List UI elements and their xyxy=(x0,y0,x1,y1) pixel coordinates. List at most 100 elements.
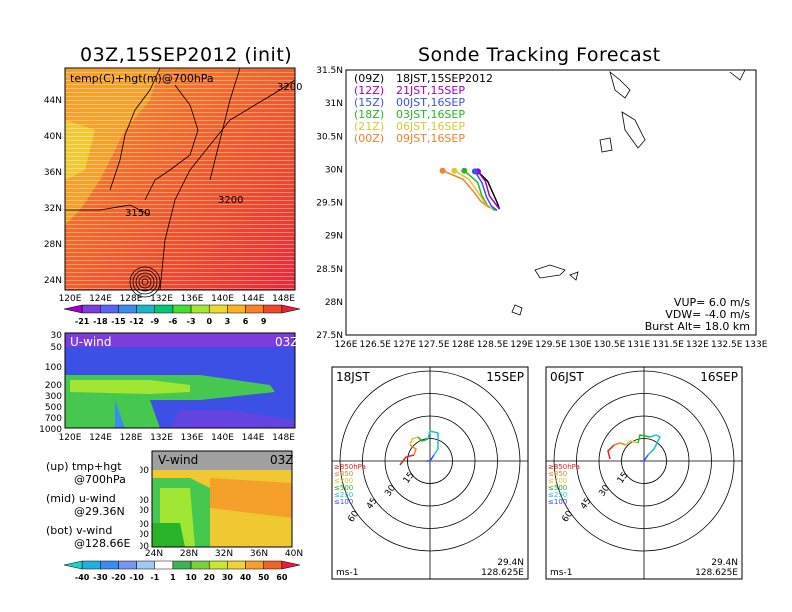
legend-utc: (15Z) xyxy=(354,96,384,109)
colorbar-swatch xyxy=(227,560,246,570)
colorbar-label: -12 xyxy=(129,317,143,326)
colorbar-swatch xyxy=(263,560,283,570)
contour-label: 3150 xyxy=(125,208,150,219)
legend-utc: (12Z) xyxy=(354,84,384,97)
lon-tick-label: 132E xyxy=(150,433,173,443)
pressure-tick-label: 100 xyxy=(140,466,149,476)
pressure-tick-label: 200 xyxy=(45,381,62,391)
legend-jst: 18JST,15SEP2012 xyxy=(396,72,493,85)
colorbar-label: -40 xyxy=(75,573,90,582)
track-line xyxy=(477,170,501,210)
lat-tick-label: 32N xyxy=(215,549,233,559)
hodograph-lon: 128.625E xyxy=(695,568,738,578)
lon-tick-label: 136E xyxy=(181,433,204,443)
legend-jst: 09JST,16SEP xyxy=(396,132,465,145)
lon-tick-label: 126E xyxy=(335,340,358,350)
colorbar-swatch xyxy=(63,304,83,314)
colorbar-swatch xyxy=(172,304,192,314)
lat-tick-label: 24N xyxy=(145,549,163,559)
lon-tick-label: 144E xyxy=(242,433,265,443)
legend-utc: (18Z) xyxy=(354,108,384,121)
lon-tick-label: 127E xyxy=(393,340,416,350)
lon-tick-label: 128.5E xyxy=(477,340,509,350)
colorbar-label: 40 xyxy=(240,573,252,582)
track-title: Sonde Tracking Forecast xyxy=(418,44,661,66)
colorbar-swatch xyxy=(208,560,228,570)
wind-colorbar: -40 -30 -20 -10 -1 1 10 20 30 40 50 60 xyxy=(63,560,301,582)
lon-tick-label: 129E xyxy=(510,340,533,350)
hodograph-lon: 128.625E xyxy=(481,568,524,578)
hodograph-trace xyxy=(417,436,429,442)
lat-tick-label: 36N xyxy=(250,549,268,559)
track-line xyxy=(442,170,490,209)
hodograph-trace xyxy=(607,444,615,460)
level-label: ≤500 xyxy=(548,484,567,492)
lat-tick-label: 30N xyxy=(325,165,343,175)
lat-tick-label: 36N xyxy=(44,168,62,178)
colorbar-swatch xyxy=(227,304,246,314)
colorbar-label: -21 xyxy=(75,317,90,326)
lon-tick-label: 128E xyxy=(120,294,143,304)
left-title: 03Z,15SEP2012 (init) xyxy=(80,44,293,66)
legend-jst: 03JST,16SEP xyxy=(396,108,465,121)
pressure-tick-label: 1000 xyxy=(39,425,62,435)
level-label: ≤250 xyxy=(548,491,567,499)
lon-tick-label: 132E xyxy=(150,294,173,304)
colorbar-swatch xyxy=(263,304,283,314)
colorbar-label: 9 xyxy=(261,317,267,326)
lat-tick-label: 27.5N xyxy=(316,331,343,341)
colorbar-swatch xyxy=(81,560,101,570)
colorbar-swatch xyxy=(245,560,264,570)
level-label: ≥850hPa xyxy=(334,463,366,471)
lat-tick-label: 29.5N xyxy=(316,199,343,209)
colorbar-label: -18 xyxy=(93,317,108,326)
track-end-point xyxy=(471,168,478,175)
hodograph-trace xyxy=(613,442,627,446)
colorbar-label: 3 xyxy=(225,317,231,326)
lat-tick-label: 40N xyxy=(285,549,303,559)
colorbar-label: 0 xyxy=(206,317,212,326)
hodograph-time: 06JST xyxy=(550,370,584,384)
note-mid: (mid) u-wind @29.36N xyxy=(46,492,125,518)
lat-tick-label: 28N xyxy=(180,549,198,559)
pressure-tick-label: 100 xyxy=(45,363,62,373)
pressure-tick-label: 700 xyxy=(45,414,62,424)
lat-tick-label: 28.5N xyxy=(316,265,343,275)
track-end-point xyxy=(461,167,468,174)
colorbar-label: -10 xyxy=(129,573,144,582)
colorbar-label: -9 xyxy=(150,317,159,326)
lon-tick-label: 144E xyxy=(242,294,265,304)
hodograph-trace xyxy=(640,454,649,462)
hodograph-time: 18JST xyxy=(336,370,370,384)
contour-label: 3200 xyxy=(277,82,302,93)
v-wind-time: 03Z xyxy=(270,453,294,467)
pressure-tick-label: 1000 xyxy=(140,542,149,552)
hgt-contour xyxy=(159,79,296,291)
lon-tick-label: 148E xyxy=(272,433,295,443)
track-map: 31.5N 31N 30.5N 30N 29.5N 29N 28.5N 28N 27.5N 12… xyxy=(316,66,768,350)
colorbar-label: 20 xyxy=(204,573,216,582)
lon-tick-label: 124E xyxy=(89,433,112,443)
pressure-tick-label: 700 xyxy=(140,530,149,540)
lat-tick-label: 30.5N xyxy=(316,132,343,142)
pressure-tick-label: 200 xyxy=(140,496,149,506)
lat-tick-label: 31.5N xyxy=(316,66,343,76)
legend-jst: 06JST,16SEP xyxy=(396,120,465,133)
u-wind-time: 03Z xyxy=(275,335,299,349)
colorbar-swatch xyxy=(118,304,137,314)
level-label: ≤850 xyxy=(548,470,567,478)
colorbar-swatch xyxy=(281,560,301,570)
colorbar-swatch xyxy=(154,560,174,570)
colorbar-label: 30 xyxy=(222,573,234,582)
hodograph-date: 16SEP xyxy=(700,370,738,384)
svg-text:Burst Alt= 18.0 km: Burst Alt= 18.0 km xyxy=(645,320,750,333)
note-bot: (bot) v-wind @128.66E xyxy=(46,524,131,550)
lon-tick-label: 126.5E xyxy=(360,340,392,350)
lon-tick-label: 133E xyxy=(745,340,768,350)
lon-tick-label: 130E xyxy=(569,340,592,350)
pressure-tick-label: 50 xyxy=(51,343,63,353)
params: VUP= 6.0 m/s VDW= -4.0 m/s Burst Alt= 18… xyxy=(645,296,751,333)
lat-tick-label: 28N xyxy=(44,240,62,250)
